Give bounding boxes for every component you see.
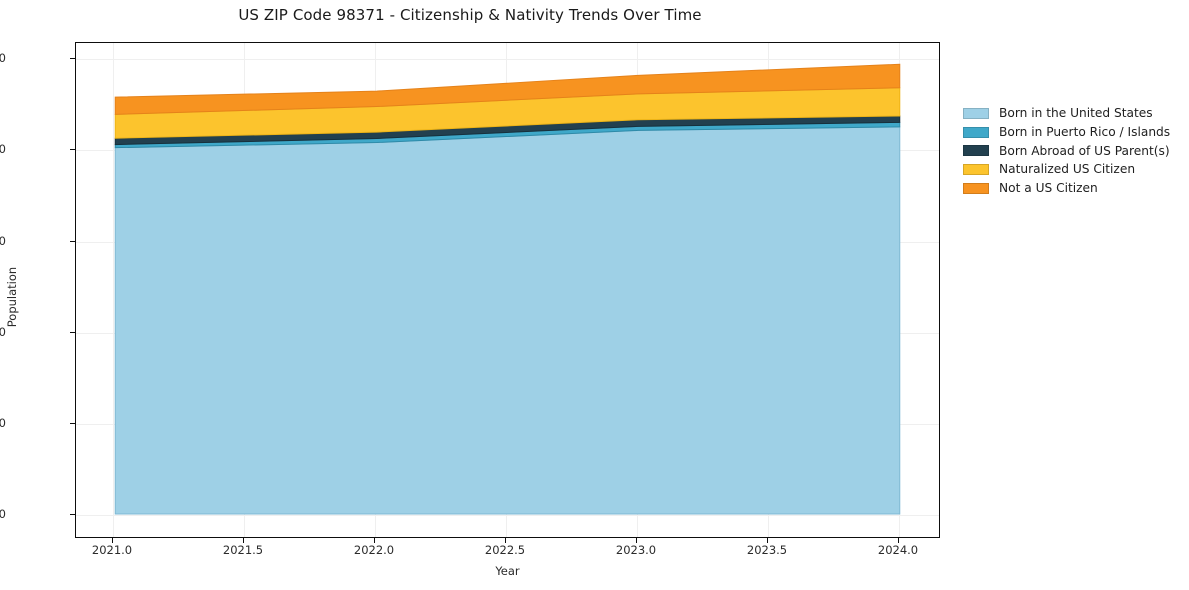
ytick-label: 5,000 — [0, 416, 6, 430]
legend-swatch-icon — [963, 163, 989, 175]
ytick-mark — [70, 423, 75, 425]
chart-legend: Born in the United States Born in Puerto… — [963, 104, 1185, 197]
y-axis-label: Population — [5, 266, 19, 328]
xtick-label: 2022.5 — [484, 543, 526, 557]
xtick-label: 2021.5 — [222, 543, 264, 557]
plot-area — [75, 42, 940, 538]
area-band — [114, 126, 901, 515]
stacked-area-plot — [114, 63, 901, 515]
xtick-mark — [898, 538, 900, 543]
ytick-label: 0 — [0, 507, 6, 521]
ytick-label: 10,000 — [0, 325, 6, 339]
gridline-horizontal — [76, 515, 939, 516]
xtick-label: 2024.0 — [877, 543, 919, 557]
legend-swatch-icon — [963, 182, 989, 194]
ytick-label: 20,000 — [0, 142, 6, 156]
ytick-mark — [70, 332, 75, 334]
gridline-horizontal — [76, 59, 939, 60]
legend-item-label: Born in the United States — [999, 106, 1153, 121]
xtick-mark — [636, 538, 638, 543]
ytick-mark — [70, 514, 75, 516]
x-axis-label: Year — [495, 564, 520, 578]
legend-swatch-icon — [963, 145, 989, 157]
ytick-mark — [70, 241, 75, 243]
xtick-mark — [374, 538, 376, 543]
xtick-mark — [767, 538, 769, 543]
chart-title: US ZIP Code 98371 - Citizenship & Nativi… — [238, 6, 702, 24]
area-band — [114, 63, 901, 115]
xtick-mark — [243, 538, 245, 543]
xtick-mark — [505, 538, 507, 543]
legend-item-label: Naturalized US Citizen — [999, 162, 1136, 177]
xtick-label: 2023.0 — [615, 543, 657, 557]
legend-item[interactable]: Naturalized US Citizen — [963, 160, 1185, 179]
legend-item[interactable]: Born in the United States — [963, 104, 1185, 123]
legend-swatch-icon — [963, 107, 989, 119]
legend-item[interactable]: Born Abroad of US Parent(s) — [963, 141, 1185, 160]
xtick-label: 2022.0 — [353, 543, 395, 557]
ytick-mark — [70, 149, 75, 151]
ytick-mark — [70, 58, 75, 60]
legend-item[interactable]: Not a US Citizen — [963, 179, 1185, 198]
gridline-vertical — [113, 43, 114, 537]
xtick-label: 2023.5 — [746, 543, 788, 557]
xtick-label: 2021.0 — [91, 543, 133, 557]
xtick-mark — [112, 538, 114, 543]
legend-swatch-icon — [963, 126, 989, 138]
legend-item[interactable]: Born in Puerto Rico / Islands — [963, 123, 1185, 142]
legend-item-label: Not a US Citizen — [999, 181, 1098, 196]
ytick-label: 25,000 — [0, 51, 6, 65]
ytick-label: 15,000 — [0, 234, 6, 248]
legend-item-label: Born Abroad of US Parent(s) — [999, 143, 1170, 158]
legend-item-label: Born in Puerto Rico / Islands — [999, 125, 1171, 140]
